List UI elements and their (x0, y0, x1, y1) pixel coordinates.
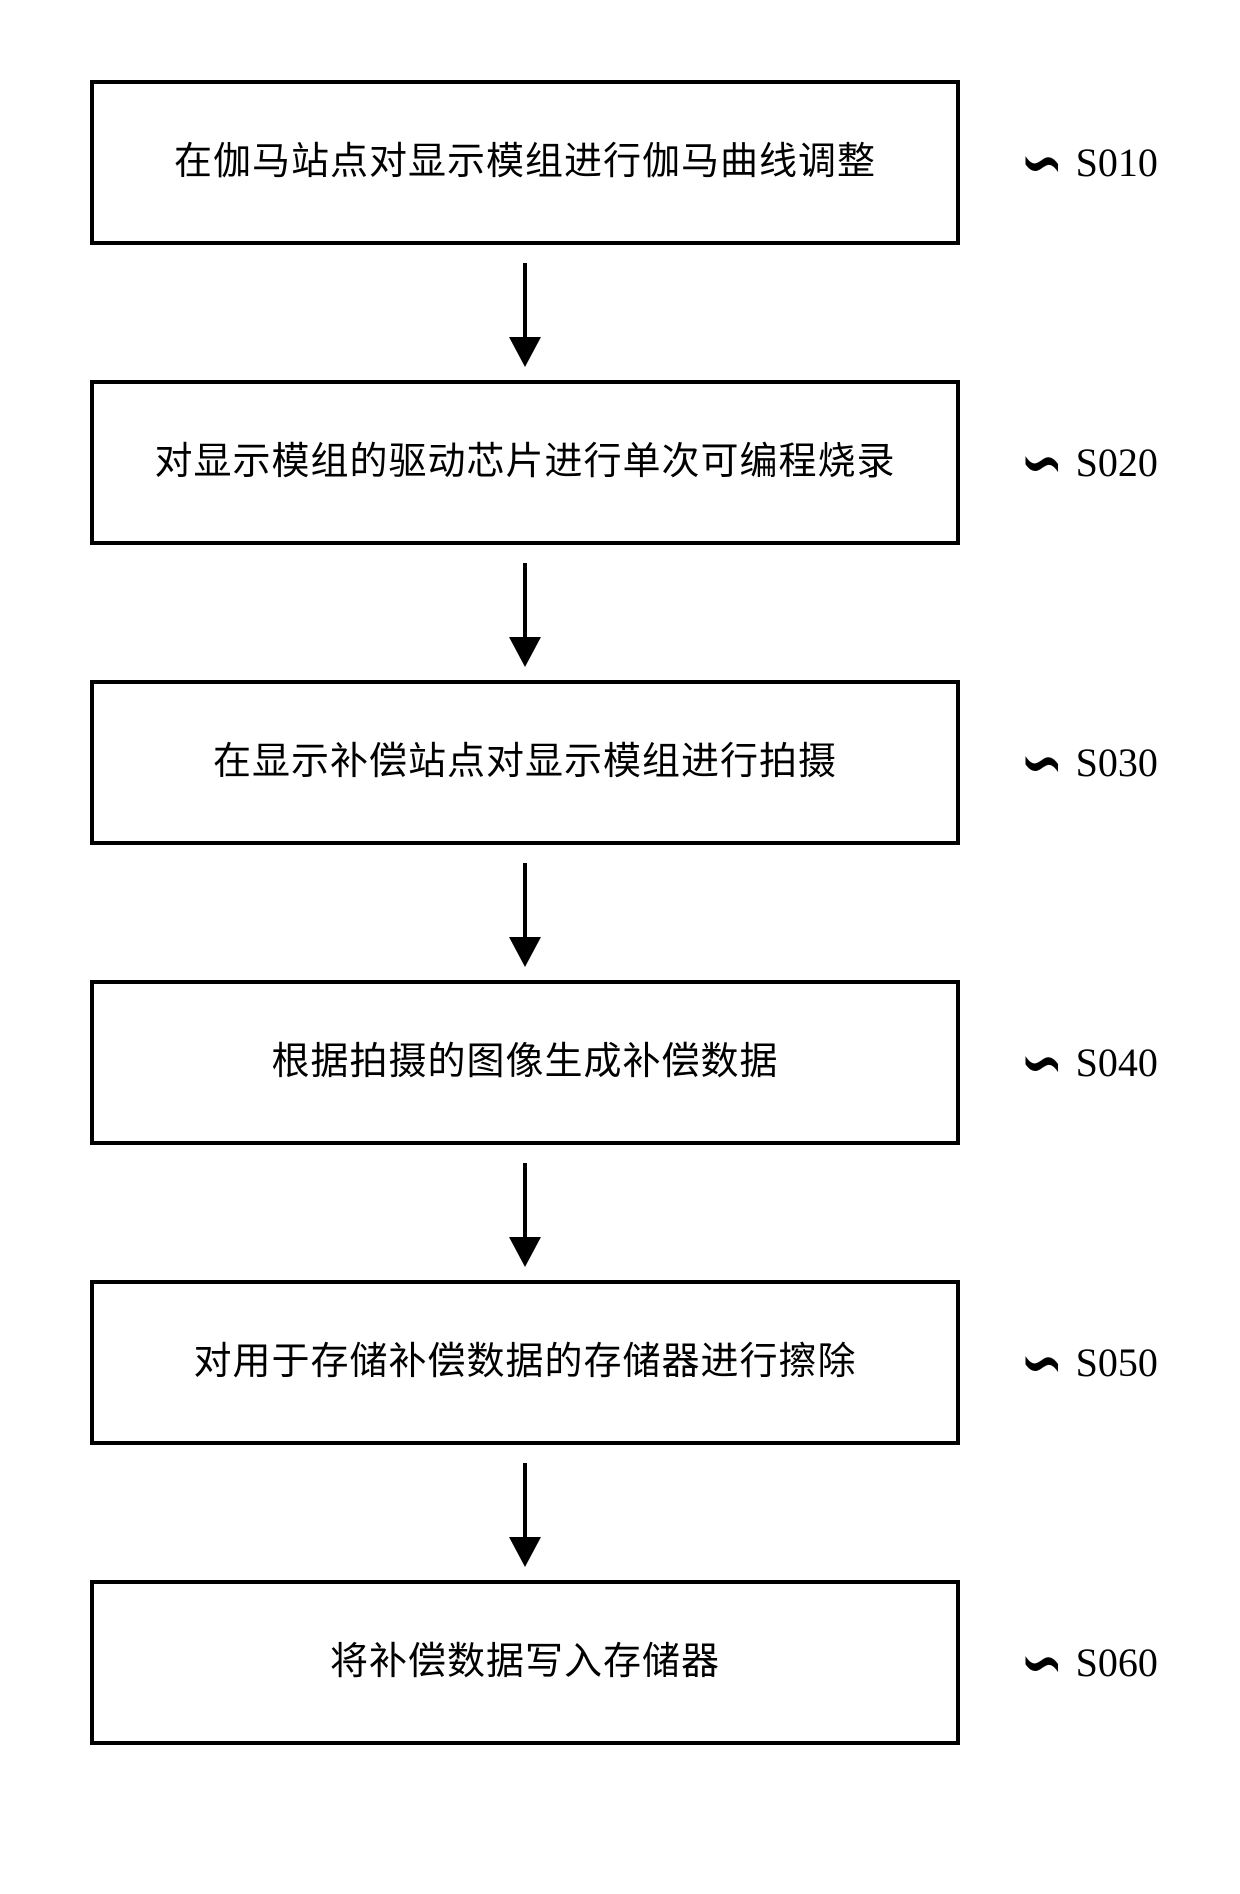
arrow-container (90, 1145, 960, 1280)
step-box-s050: 对用于存储补偿数据的存储器进行擦除 (90, 1280, 960, 1445)
step-label-text: S060 (1076, 1639, 1158, 1686)
step-row: 在显示补偿站点对显示模组进行拍摄 ∽ S030 (90, 680, 1150, 845)
step-text: 在伽马站点对显示模组进行伽马曲线调整 (174, 136, 876, 189)
step-label: ∽ S040 (1020, 1033, 1158, 1093)
step-label-text: S020 (1076, 439, 1158, 486)
arrow-container (90, 845, 960, 980)
step-box-s020: 对显示模组的驱动芯片进行单次可编程烧录 (90, 380, 960, 545)
step-row: 对显示模组的驱动芯片进行单次可编程烧录 ∽ S020 (90, 380, 1150, 545)
arrow-container (90, 1445, 960, 1580)
step-box-s010: 在伽马站点对显示模组进行伽马曲线调整 (90, 80, 960, 245)
step-label: ∽ S030 (1020, 733, 1158, 793)
flowchart-container: 在伽马站点对显示模组进行伽马曲线调整 ∽ S010 对显示模组的驱动芯片进行单次… (90, 80, 1150, 1745)
arrow-container (90, 545, 960, 680)
step-label-text: S040 (1076, 1039, 1158, 1086)
step-label-text: S030 (1076, 739, 1158, 786)
arrow-down-icon (523, 563, 527, 663)
connector-tilde-icon: ∽ (1020, 409, 1064, 517)
step-label-text: S010 (1076, 139, 1158, 186)
arrow-down-icon (523, 863, 527, 963)
step-label: ∽ S010 (1020, 133, 1158, 193)
step-text: 对用于存储补偿数据的存储器进行擦除 (193, 1336, 856, 1389)
step-text: 根据拍摄的图像生成补偿数据 (271, 1036, 778, 1089)
connector-tilde-icon: ∽ (1020, 109, 1064, 217)
step-row: 将补偿数据写入存储器 ∽ S060 (90, 1580, 1150, 1745)
arrow-down-icon (523, 263, 527, 363)
step-box-s040: 根据拍摄的图像生成补偿数据 (90, 980, 960, 1145)
connector-tilde-icon: ∽ (1020, 709, 1064, 817)
arrow-container (90, 245, 960, 380)
connector-tilde-icon: ∽ (1020, 1309, 1064, 1417)
step-label: ∽ S020 (1020, 433, 1158, 493)
step-row: 对用于存储补偿数据的存储器进行擦除 ∽ S050 (90, 1280, 1150, 1445)
step-box-s030: 在显示补偿站点对显示模组进行拍摄 (90, 680, 960, 845)
step-box-s060: 将补偿数据写入存储器 (90, 1580, 960, 1745)
step-row: 在伽马站点对显示模组进行伽马曲线调整 ∽ S010 (90, 80, 1150, 245)
step-label: ∽ S060 (1020, 1633, 1158, 1693)
step-label: ∽ S050 (1020, 1333, 1158, 1393)
step-label-text: S050 (1076, 1339, 1158, 1386)
step-text: 将补偿数据写入存储器 (330, 1636, 720, 1689)
arrow-down-icon (523, 1163, 527, 1263)
connector-tilde-icon: ∽ (1020, 1609, 1064, 1717)
connector-tilde-icon: ∽ (1020, 1009, 1064, 1117)
arrow-down-icon (523, 1463, 527, 1563)
step-row: 根据拍摄的图像生成补偿数据 ∽ S040 (90, 980, 1150, 1145)
step-text: 对显示模组的驱动芯片进行单次可编程烧录 (154, 436, 895, 489)
step-text: 在显示补偿站点对显示模组进行拍摄 (213, 736, 837, 789)
